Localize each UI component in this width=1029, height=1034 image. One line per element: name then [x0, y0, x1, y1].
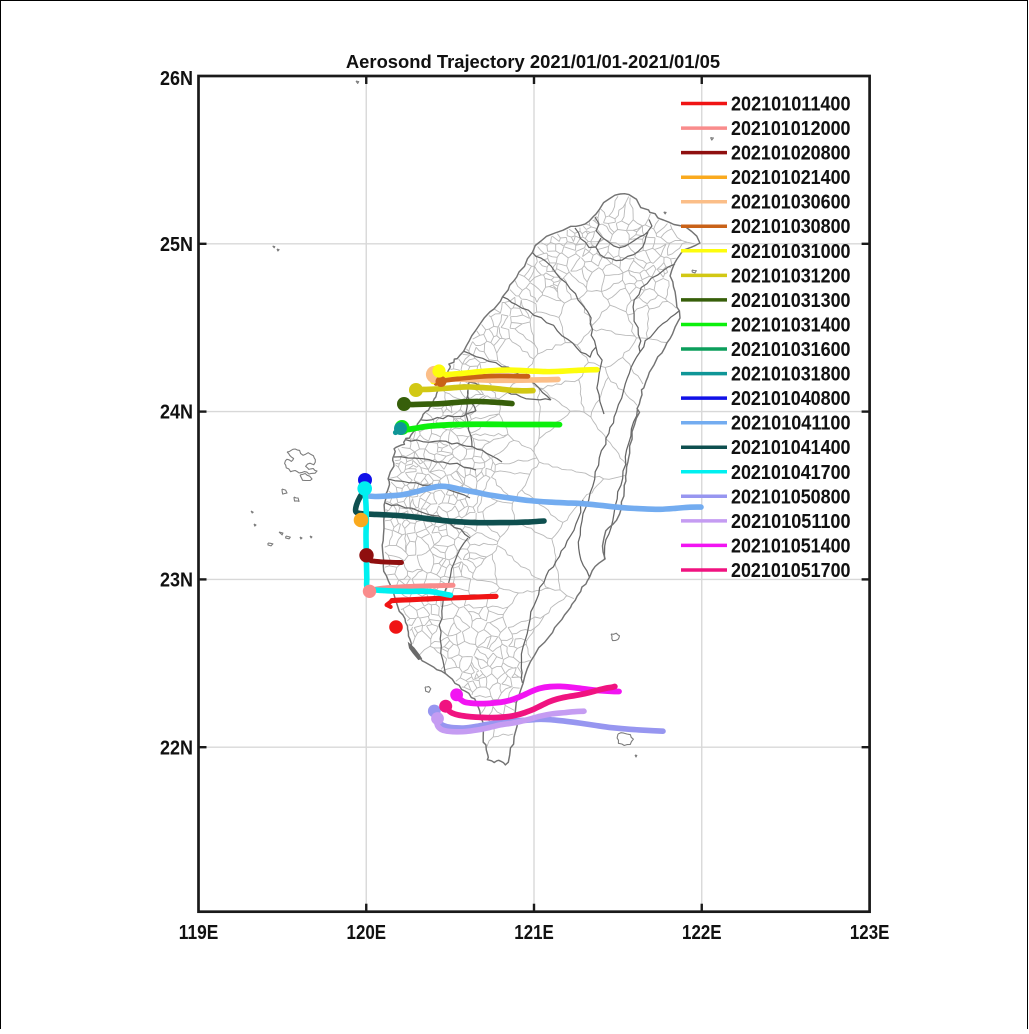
svg-text:24N: 24N [160, 402, 193, 424]
svg-text:25N: 25N [160, 234, 193, 256]
svg-text:23N: 23N [160, 570, 193, 592]
svg-text:202101011400: 202101011400 [731, 94, 851, 116]
svg-text:121E: 121E [514, 922, 554, 944]
svg-text:202101021400: 202101021400 [731, 167, 851, 189]
svg-text:202101041400: 202101041400 [731, 437, 851, 459]
svg-text:202101012000: 202101012000 [731, 118, 851, 140]
svg-text:202101051700: 202101051700 [731, 560, 851, 582]
svg-text:123E: 123E [850, 922, 890, 944]
svg-text:202101040800: 202101040800 [731, 388, 851, 410]
svg-text:202101030600: 202101030600 [731, 192, 851, 214]
svg-text:202101031200: 202101031200 [731, 265, 851, 287]
svg-text:202101031400: 202101031400 [731, 315, 851, 337]
svg-text:202101041100: 202101041100 [731, 413, 851, 435]
svg-text:202101031300: 202101031300 [731, 290, 851, 312]
svg-text:26N: 26N [160, 68, 193, 90]
svg-text:122E: 122E [682, 922, 722, 944]
svg-text:202101051400: 202101051400 [731, 535, 851, 557]
svg-text:202101051100: 202101051100 [731, 511, 851, 533]
svg-text:202101031600: 202101031600 [731, 339, 851, 361]
svg-text:202101031000: 202101031000 [731, 241, 851, 263]
svg-text:120E: 120E [347, 922, 387, 944]
svg-text:Aerosond Trajectory 2021/01/01: Aerosond Trajectory 2021/01/01-2021/01/0… [346, 51, 720, 72]
svg-text:202101020800: 202101020800 [731, 143, 851, 165]
svg-text:202101050800: 202101050800 [731, 486, 851, 508]
svg-text:202101030800: 202101030800 [731, 216, 851, 238]
svg-text:202101041700: 202101041700 [731, 462, 851, 484]
svg-text:202101031800: 202101031800 [731, 364, 851, 386]
svg-text:119E: 119E [179, 922, 219, 944]
svg-text:22N: 22N [160, 737, 193, 759]
